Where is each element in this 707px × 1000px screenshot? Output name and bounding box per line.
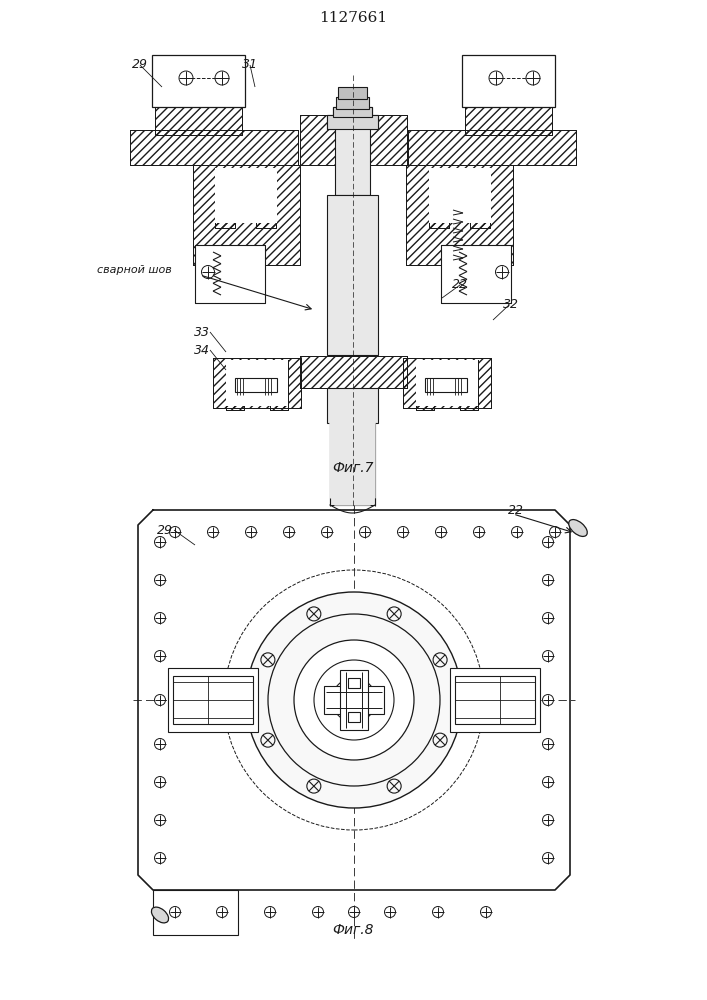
Bar [213,358,301,408]
Bar [226,360,244,410]
Bar [330,420,375,505]
Bar [270,360,288,410]
Bar [460,360,478,410]
Bar [247,245,265,303]
Bar [340,670,368,730]
Text: 22: 22 [452,278,468,292]
Text: Фиг.7: Фиг.7 [332,461,374,475]
Ellipse shape [151,907,168,923]
Bar [235,378,277,392]
Text: 34: 34 [194,344,210,357]
Bar [270,360,288,410]
Bar [215,168,277,223]
Bar [406,165,513,265]
Bar [195,245,213,303]
Text: 33: 33 [194,326,210,338]
Bar [462,55,555,107]
Text: Фиг.8: Фиг.8 [332,923,374,937]
Bar [455,676,535,724]
Bar [429,168,449,228]
Bar [226,360,288,406]
Bar [247,245,265,303]
Text: 31: 31 [242,58,258,72]
Bar [406,165,513,265]
Bar [333,107,372,117]
Bar [195,245,265,303]
Circle shape [351,698,356,702]
Bar [215,168,235,228]
Circle shape [294,640,414,760]
Bar [335,127,370,195]
Bar [465,107,552,135]
Bar [168,668,258,732]
Bar [130,130,298,165]
Bar [470,168,490,228]
Bar [416,360,478,406]
Bar [403,358,491,408]
Bar [213,358,301,408]
Bar [425,378,467,392]
Bar [441,245,459,303]
Text: 1127661: 1127661 [319,11,387,25]
Bar [327,388,378,423]
Bar [327,115,378,129]
Bar [226,360,244,410]
Bar [470,168,490,228]
Bar [336,97,369,109]
Bar [450,668,540,732]
Polygon shape [138,510,570,890]
Bar [465,107,552,135]
Bar [193,165,300,265]
Bar [493,245,511,303]
Bar [256,168,276,228]
Bar [348,678,360,688]
Text: 22: 22 [508,504,524,516]
Text: 29: 29 [157,524,173,536]
Bar [408,130,576,165]
Bar [256,168,276,228]
Bar [300,356,407,388]
Ellipse shape [568,520,588,536]
Text: 32: 32 [503,298,519,312]
Bar [408,130,576,165]
Bar [152,55,245,107]
Text: сварной шов: сварной шов [97,265,172,275]
Polygon shape [330,420,375,505]
Circle shape [246,592,462,808]
Bar [324,686,384,714]
Bar [300,115,407,165]
Bar [153,890,238,935]
Bar [338,87,367,99]
Bar [441,245,459,303]
Bar [429,168,491,223]
Bar [335,423,370,498]
Bar [460,360,478,410]
Bar [348,712,360,722]
Bar [348,678,360,688]
Bar [195,245,213,303]
Bar [193,165,300,265]
Bar [327,195,378,355]
Bar [326,672,382,728]
Text: 29: 29 [132,58,148,72]
Bar [215,168,235,228]
Bar [155,107,242,135]
Bar [416,360,434,410]
Bar [493,245,511,303]
Bar [441,245,511,303]
Bar [416,360,434,410]
Bar [130,130,298,165]
Bar [333,107,372,117]
Bar [173,676,253,724]
Bar [300,356,407,388]
Bar [155,107,242,135]
Bar [429,168,449,228]
Bar [327,115,378,129]
Bar [403,358,491,408]
Bar [300,115,407,165]
Bar [348,712,360,722]
Bar [330,420,375,505]
